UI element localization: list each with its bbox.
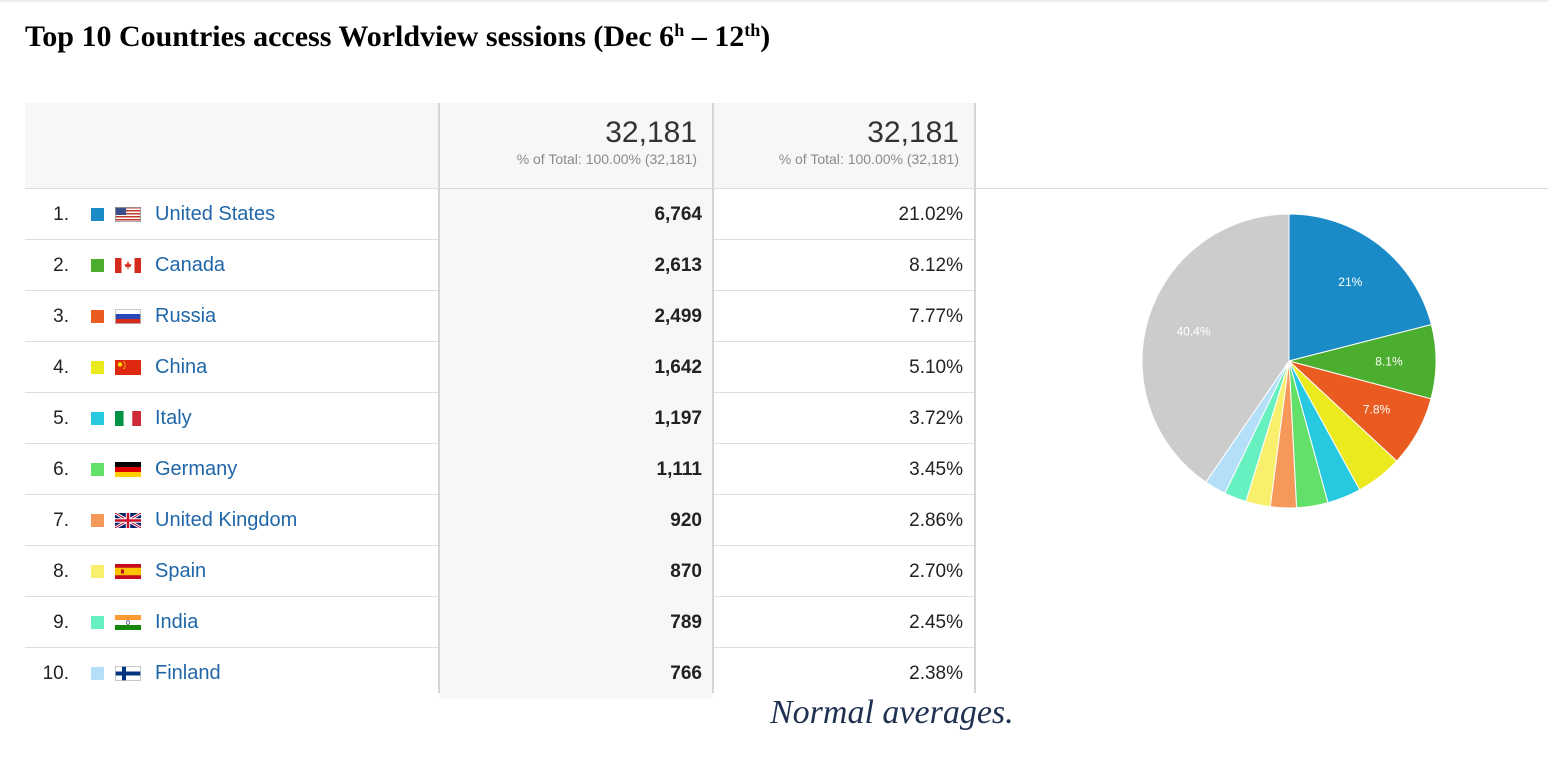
sessions-value: 1,111 [439,444,713,495]
india-flag-icon [115,615,141,630]
table-row: 7. United Kingdom 920 2.86% [25,495,975,546]
top-divider [0,0,1548,2]
table-row: 6. Germany 1,111 3.45% [25,444,975,495]
rank: 3. [53,306,69,327]
finland-flag-icon [115,666,141,681]
uk-flag-icon [114,511,142,530]
pie-data-label: 7.8% [1363,402,1391,416]
country-link[interactable]: Finland [155,662,221,684]
country-link[interactable]: Russia [155,305,217,327]
color-swatch [91,463,104,476]
table-row: 4. China 1,642 5.10% [25,342,975,393]
pie-slice[interactable] [1288,213,1433,362]
percent-value: 21.02% [898,204,963,225]
color-swatch [91,565,104,578]
rank: 2. [53,255,69,276]
column-divider [974,103,976,693]
percent-value: 2.38% [909,663,963,684]
rank: 8. [53,561,69,582]
rank: 9. [53,612,69,633]
rank: 7. [53,510,69,531]
sessions-value: 870 [439,546,713,597]
country-link[interactable]: Germany [155,458,238,480]
color-swatch [91,310,104,323]
color-swatch [91,616,104,629]
color-swatch [91,514,104,527]
table-row: 8. Spain 870 2.70% [25,546,975,597]
percent-value: 3.72% [909,408,963,429]
color-swatch [91,259,104,272]
table-row: 1. United States 6,764 21.02% [25,189,975,240]
sessions-value: 789 [439,597,713,648]
table-row: 2. Canada 2,613 8.12% [25,240,975,291]
table-row: 3. Russia 2,499 7.77% [25,291,975,342]
sessions-value: 1,642 [439,342,713,393]
sessions-value: 766 [439,648,713,699]
percent-value: 8.12% [909,255,963,276]
country-link[interactable]: Spain [155,560,207,582]
countries-table: 32,181 % of Total: 100.00% (32,181) 32,1… [25,103,976,699]
spain-flag-icon [115,564,141,579]
sessions-total-subtext: % of Total: 100.00% (32,181) [516,151,697,167]
percent-value: 2.86% [909,510,963,531]
country-link[interactable]: India [155,611,199,633]
pie-data-label: 40.4% [1177,324,1211,338]
italy-flag-icon [115,411,141,426]
country-link[interactable]: China [155,356,208,378]
pie-data-label: 8.1% [1375,355,1403,369]
china-flag-icon [115,360,141,375]
sessions-value: 6,764 [439,189,713,240]
sessions-value: 920 [439,495,713,546]
color-swatch [91,208,104,221]
country-link[interactable]: Canada [155,254,226,276]
caption: Normal averages. [770,694,1014,731]
table-header: 32,181 % of Total: 100.00% (32,181) 32,1… [25,103,975,189]
page-title: Top 10 Countries access Worldview sessio… [25,20,771,53]
color-swatch [91,361,104,374]
color-swatch [91,667,104,680]
canada-flag-icon [115,258,141,273]
sessions-value: 2,613 [439,240,713,291]
germany-flag-icon [115,462,141,477]
table-row: 5. Italy 1,197 3.72% [25,393,975,444]
color-swatch [91,412,104,425]
sessions-value: 1,197 [439,393,713,444]
percent-value: 7.77% [909,306,963,327]
country-link[interactable]: United States [155,203,276,225]
pie-slice[interactable] [1141,213,1290,483]
percent-value: 2.70% [909,561,963,582]
table-body: 1. United States 6,764 21.02% 2. Canada 2,613 8… [25,189,975,699]
table-row: 10. Finland 766 2.38% [25,648,975,699]
russia-flag-icon [115,309,141,324]
rank: 1. [53,204,69,225]
sessions-value: 2,499 [439,291,713,342]
table-row: 9. India 789 2.45% [25,597,975,648]
rank: 10. [42,663,69,684]
rank: 5. [53,408,69,429]
percent-value: 2.45% [909,612,963,633]
rank: 4. [53,357,69,378]
percent-total: 32,181 [867,116,959,149]
country-link[interactable]: Italy [155,407,192,429]
sessions-column-header[interactable]: 32,181 % of Total: 100.00% (32,181) [439,103,713,188]
percent-value: 5.10% [909,357,963,378]
header-divider-extension [975,188,1548,189]
percent-total-subtext: % of Total: 100.00% (32,181) [778,151,959,167]
pie-chart: 21% 8.1% 7.8% 40.4% [1141,213,1437,509]
sessions-total: 32,181 [605,116,697,149]
percent-value: 3.45% [909,459,963,480]
column-divider [712,103,714,693]
pie-data-label: 21% [1338,275,1362,289]
column-divider [438,103,440,693]
percent-column-header[interactable]: 32,181 % of Total: 100.00% (32,181) [713,103,975,188]
country-link[interactable]: United Kingdom [155,509,298,531]
rank: 6. [53,459,69,480]
us-flag-icon [115,207,141,222]
